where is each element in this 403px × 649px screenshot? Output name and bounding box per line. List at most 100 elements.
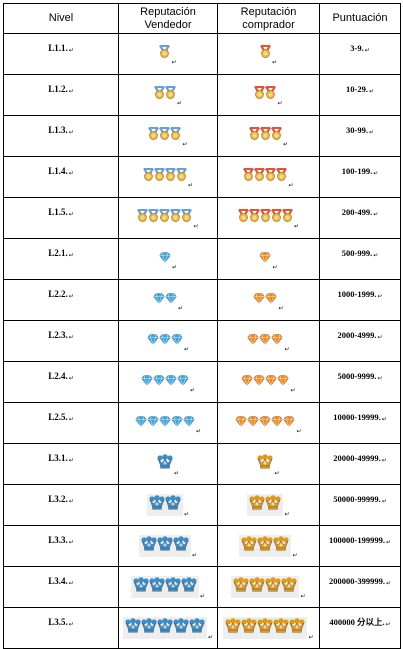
level-label: L3.1. bbox=[48, 452, 68, 463]
seller-reputation-cell: ↵ bbox=[118, 74, 218, 116]
paragraph-mark: ↵ bbox=[364, 47, 370, 54]
seller-reputation-cell: ↵ bbox=[118, 197, 218, 239]
buyer-reputation-cell: ↵ bbox=[217, 74, 320, 116]
buyer-medal-icon bbox=[276, 168, 288, 181]
seller-medal-icon bbox=[153, 168, 165, 181]
paragraph-mark: ↵ bbox=[68, 47, 74, 54]
buyer-reputation-cell: ↵ bbox=[217, 361, 320, 403]
points-label: 5000-9999. bbox=[337, 370, 377, 381]
points-label: 2000-4999. bbox=[337, 329, 377, 340]
buyer-crown-icon bbox=[233, 577, 250, 592]
paragraph-mark: ↵ bbox=[278, 306, 284, 312]
buyer-diamond-icon bbox=[235, 416, 248, 427]
seller-medal-icon bbox=[148, 127, 160, 140]
buyer-crown-icon bbox=[241, 618, 258, 633]
level-label: L2.2. bbox=[48, 288, 68, 299]
paragraph-mark: ↵ bbox=[68, 252, 74, 259]
buyer-crown-icon bbox=[249, 577, 266, 592]
paragraph-mark: ↵ bbox=[368, 88, 374, 95]
points-cell: 30-99.↵ bbox=[319, 115, 401, 157]
buyer-diamond-icon bbox=[265, 293, 278, 304]
table-row: L1.5.↵ ↵ ↵ 200-499.↵ bbox=[3, 197, 401, 239]
paragraph-mark: ↵ bbox=[191, 553, 198, 559]
level-cell: L3.5.↵ bbox=[3, 607, 119, 649]
level-label: L1.3. bbox=[48, 124, 68, 135]
buyer-medal-icon bbox=[254, 168, 266, 181]
level-cell: L3.2.↵ bbox=[3, 484, 119, 526]
seller-diamond-icon bbox=[135, 416, 147, 427]
table-row: L3.5.↵ ↵ ↵ 400000 分以上.↵ bbox=[3, 607, 401, 649]
seller-crown-icon bbox=[141, 536, 157, 551]
seller-crown-icon bbox=[173, 536, 189, 551]
paragraph-mark: ↵ bbox=[68, 129, 74, 136]
paragraph-mark: ↵ bbox=[288, 183, 294, 189]
paragraph-mark: ↵ bbox=[271, 60, 278, 66]
paragraph-mark: ↵ bbox=[68, 580, 74, 587]
seller-reputation-cell: ↵ bbox=[118, 156, 218, 198]
paragraph-mark: ↵ bbox=[282, 142, 289, 148]
paragraph-mark: ↵ bbox=[193, 224, 199, 230]
buyer-reputation-cell: ↵ bbox=[217, 320, 320, 362]
paragraph-mark: ↵ bbox=[68, 375, 74, 382]
paragraph-mark: ↵ bbox=[272, 265, 278, 271]
seller-reputation-cell: ↵ bbox=[118, 566, 218, 608]
buyer-reputation-cell: ↵ bbox=[217, 402, 320, 444]
paragraph-mark: ↵ bbox=[385, 580, 391, 587]
level-label: L1.2. bbox=[48, 83, 68, 94]
buyer-medal-icon bbox=[265, 86, 277, 99]
table-row: L2.3.↵ ↵ ↵ 2000-4999.↵ bbox=[3, 320, 401, 362]
paragraph-mark: ↵ bbox=[290, 388, 296, 394]
seller-reputation-cell: ↵ bbox=[118, 320, 218, 362]
paragraph-mark: ↵ bbox=[68, 334, 74, 341]
paragraph-mark: ↵ bbox=[385, 539, 391, 546]
buyer-medal-icon bbox=[237, 209, 249, 222]
seller-reputation-cell: ↵ bbox=[118, 238, 218, 280]
level-label: L2.4. bbox=[48, 370, 68, 381]
seller-reputation-cell: ↵ bbox=[118, 402, 218, 444]
points-label: 400000 分以上. bbox=[329, 617, 385, 627]
seller-crown-icon bbox=[157, 536, 173, 551]
paragraph-mark: ↵ bbox=[195, 429, 202, 435]
table-row: L3.1.↵ ↵ ↵ 20000-49999.↵ bbox=[3, 443, 401, 485]
seller-crown-icon bbox=[181, 577, 197, 592]
level-label: L2.1. bbox=[48, 247, 68, 258]
buyer-crown-icon bbox=[257, 536, 274, 551]
buyer-reputation-cell: ↵ bbox=[217, 156, 320, 198]
seller-diamond-icon bbox=[159, 416, 171, 427]
buyer-crown-icon bbox=[257, 454, 274, 469]
buyer-diamond-icon bbox=[253, 293, 266, 304]
level-label: L1.4. bbox=[48, 165, 68, 176]
points-label: 100-199. bbox=[341, 165, 373, 176]
paragraph-mark: ↵ bbox=[68, 539, 74, 546]
buyer-crown-icon bbox=[265, 495, 282, 510]
buyer-diamond-icon bbox=[259, 416, 272, 427]
seller-medal-icon bbox=[170, 127, 182, 140]
paragraph-mark: ↵ bbox=[381, 498, 387, 505]
seller-diamond-icon bbox=[147, 334, 159, 345]
table-row: L2.5.↵ ↵ ↵ 10000-19999.↵ bbox=[3, 402, 401, 444]
points-cell: 5000-9999.↵ bbox=[319, 361, 401, 403]
paragraph-mark: ↵ bbox=[176, 101, 183, 107]
table-row: L2.4.↵ ↵ ↵ 5000-9999.↵ bbox=[3, 361, 401, 403]
header-nivel: Nivel bbox=[3, 3, 119, 34]
level-label: L3.5. bbox=[48, 616, 68, 627]
paragraph-mark: ↵ bbox=[68, 457, 74, 464]
paragraph-mark: ↵ bbox=[373, 252, 379, 259]
buyer-diamond-icon bbox=[247, 334, 260, 345]
buyer-reputation-cell: ↵ bbox=[217, 607, 320, 649]
seller-diamond-icon bbox=[171, 334, 183, 345]
header-buyer-reputation: Reputación comprador bbox=[217, 3, 320, 34]
table-row: L2.2.↵ ↵ ↵ 1000-1999.↵ bbox=[3, 279, 401, 321]
seller-diamond-icon bbox=[147, 416, 159, 427]
paragraph-mark: ↵ bbox=[373, 170, 379, 177]
table-row: L3.4.↵ ↵ ↵ 200000-399999.↵ bbox=[3, 566, 401, 608]
buyer-crown-icon bbox=[225, 618, 242, 633]
seller-medal-icon bbox=[164, 86, 176, 99]
header-row: Nivel Reputación Vendedor Reputación compr… bbox=[3, 3, 401, 34]
paragraph-mark: ↵ bbox=[368, 129, 374, 136]
seller-diamond-icon bbox=[165, 293, 177, 304]
seller-reputation-cell: ↵ bbox=[118, 607, 218, 649]
seller-medal-icon bbox=[164, 168, 176, 181]
seller-medal-icon bbox=[137, 209, 149, 222]
points-label: 10000-19999. bbox=[333, 411, 381, 422]
